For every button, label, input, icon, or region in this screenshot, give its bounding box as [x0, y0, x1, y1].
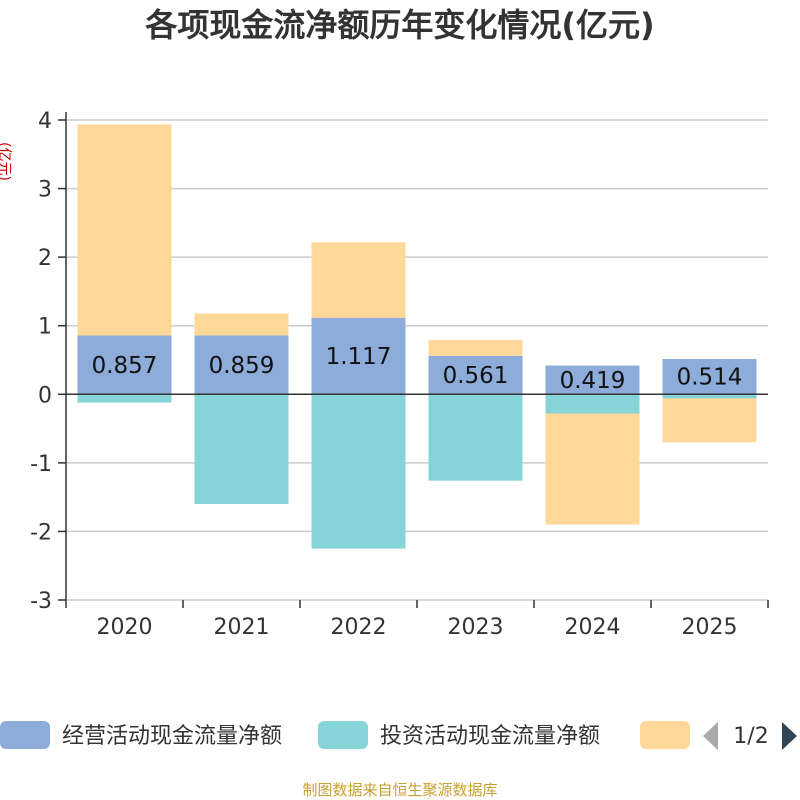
- bar-series-0: [662, 359, 757, 395]
- x-tick-label: 2021: [214, 615, 270, 640]
- bar-series-2: [662, 398, 757, 443]
- legend-swatch: [0, 721, 50, 749]
- y-axis-label: (亿元): [0, 142, 12, 181]
- bar-series-2: [194, 313, 289, 336]
- data-labels: 0.857 0.859 1.117 0.561 0.419 0.514: [92, 344, 743, 394]
- legend-label: 经营活动现金流量净额: [62, 724, 282, 749]
- x-tick-label: 2025: [682, 615, 738, 640]
- x-tick-label: 2022: [331, 615, 387, 640]
- bar-series-1: [545, 394, 640, 414]
- x-tick-label: 2020: [97, 615, 153, 640]
- bar-series-0: [194, 335, 289, 395]
- y-tick-label: -2: [30, 520, 52, 545]
- bar-series-2: [545, 413, 640, 525]
- legend: 经营活动现金流量净额 投资活动现金流量净额 1/2: [0, 721, 797, 750]
- data-label: 0.857: [92, 353, 158, 379]
- bar-series-0: [428, 355, 523, 395]
- chart-title: 各项现金流净额历年变化情况(亿元): [145, 6, 654, 44]
- bar-series-1: [662, 394, 757, 399]
- y-tick-label: -3: [30, 589, 52, 614]
- legend-prev-icon[interactable]: [703, 722, 718, 750]
- legend-page-indicator: 1/2: [733, 724, 768, 749]
- bar-series-2: [77, 124, 172, 336]
- legend-swatch: [640, 721, 690, 749]
- y-tick-label: -1: [30, 452, 52, 477]
- bar-series-1: [428, 394, 523, 481]
- legend-swatch: [318, 721, 368, 749]
- y-tick-label: 2: [38, 246, 52, 271]
- y-tick-label: 1: [38, 315, 52, 340]
- data-label: 0.514: [677, 365, 743, 391]
- bar-series-1: [311, 394, 406, 549]
- axes: 4 3 2 1 0 -1 -2 -3 2020 2021 2022 2023 2024 2025: [30, 109, 769, 640]
- x-tick-label: 2023: [448, 615, 504, 640]
- bar-series-0: [545, 365, 640, 395]
- data-label: 1.117: [326, 344, 392, 370]
- bar-series-2: [311, 242, 406, 318]
- y-tick-label: 0: [38, 383, 52, 408]
- data-label: 0.859: [209, 353, 275, 379]
- bars: [77, 124, 757, 549]
- bar-series-0: [311, 317, 406, 395]
- bar-series-0: [77, 335, 172, 395]
- y-tick-label: 3: [38, 178, 52, 203]
- source-note: 制图数据来自恒生聚源数据库: [302, 781, 497, 799]
- bar-series-2: [428, 340, 523, 356]
- y-tick-label: 4: [38, 109, 52, 134]
- bar-series-1: [194, 394, 289, 504]
- data-label: 0.561: [443, 363, 509, 389]
- bar-series-1: [77, 394, 172, 403]
- legend-label: 投资活动现金流量净额: [380, 724, 600, 749]
- x-tick-label: 2024: [565, 615, 621, 640]
- data-label: 0.419: [560, 368, 626, 394]
- legend-next-icon[interactable]: [782, 722, 797, 750]
